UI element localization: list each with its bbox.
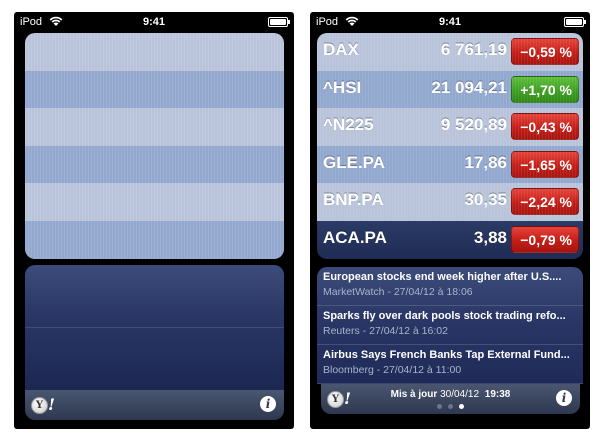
- battery-icon: [564, 17, 586, 27]
- stock-row-hsi[interactable]: ^HSI 21 094,21 +1,70 %: [317, 70, 583, 109]
- stock-symbol: ^N225: [323, 115, 374, 135]
- news-item[interactable]: Airbus Says French Banks Tap External Fu…: [317, 345, 583, 384]
- stock-row-dax[interactable]: DAX 6 761,19 −0,59 %: [317, 33, 583, 71]
- stock-row-n225[interactable]: ^N225 9 520,89 −0,43 %: [317, 108, 583, 146]
- info-icon[interactable]: i: [260, 396, 276, 412]
- news-date: 27/04/12 à 11:00: [383, 364, 462, 376]
- stock-row-aca-selected[interactable]: ACA.PA 3,88 −0,79 %: [317, 220, 583, 259]
- yahoo-logo[interactable]: Y !: [31, 395, 61, 415]
- news-date: 27/04/12 à 16:02: [369, 325, 448, 337]
- yahoo-logo-bang: !: [344, 389, 352, 408]
- stock-row-empty: [25, 33, 284, 71]
- yahoo-logo-circle: Y: [31, 397, 48, 414]
- page-indicator[interactable]: [321, 404, 580, 411]
- stock-price: 21 094,21: [431, 77, 507, 97]
- update-date: 30/04/12: [440, 389, 480, 400]
- update-time: 19:38: [484, 389, 511, 400]
- stock-symbol: GLE.PA: [323, 152, 386, 172]
- stock-change-button[interactable]: −1,65 %: [511, 150, 579, 178]
- news-list: European stocks end week higher after U.…: [317, 267, 583, 384]
- last-update: Mis à jour 30/04/12 19:38: [321, 389, 580, 400]
- news-headline: Airbus Says French Banks Tap External Fu…: [323, 349, 570, 361]
- yahoo-logo-letter: Y: [331, 394, 340, 405]
- news-meta: MarketWatch - 27/04/12 à 18:06: [323, 286, 473, 298]
- carrier-label: iPod: [20, 16, 43, 28]
- yahoo-logo[interactable]: Y !: [327, 389, 357, 409]
- stock-price: 3,88: [473, 227, 507, 247]
- news-headline: Sparks fly over dark pools stock trading…: [323, 310, 566, 322]
- stock-list: DAX 6 761,19 −0,59 % ^HSI 21 094,21 +1,7…: [317, 33, 583, 259]
- stock-price: 17,86: [464, 152, 507, 172]
- stock-symbol: BNP.PA: [323, 190, 384, 210]
- clock: 9:41: [438, 16, 462, 28]
- stock-row-bnp[interactable]: BNP.PA 30,35 −2,24 %: [317, 183, 583, 221]
- stock-row-gle[interactable]: GLE.PA 17,86 −1,65 %: [317, 145, 583, 184]
- status-bar: iPod 9:41: [310, 12, 590, 32]
- stock-symbol: DAX: [323, 40, 359, 59]
- news-meta: Bloomberg - 27/04/12 à 11:00: [323, 364, 462, 376]
- yahoo-logo-bang: !: [48, 395, 56, 414]
- stock-change-button[interactable]: +1,70 %: [511, 75, 579, 103]
- stock-row-empty: [25, 220, 284, 259]
- news-item[interactable]: Sparks fly over dark pools stock trading…: [317, 306, 583, 345]
- stock-row-empty: [25, 70, 284, 109]
- news-source: Reuters: [323, 325, 360, 337]
- news-source: MarketWatch: [323, 286, 385, 298]
- news-headline: European stocks end week higher after U.…: [323, 271, 562, 283]
- bottom-bar: Y ! i: [25, 390, 284, 420]
- battery-icon: [268, 17, 290, 27]
- phone-screen-left: iPod 9:41 Y ! i: [14, 12, 294, 429]
- clock: 9:41: [142, 16, 166, 28]
- page-dot: [448, 404, 453, 409]
- stock-symbol: ACA.PA: [323, 227, 387, 247]
- stock-price: 30,35: [464, 190, 507, 210]
- info-icon[interactable]: i: [556, 390, 572, 406]
- stock-price: 9 520,89: [440, 115, 507, 135]
- stock-change-button[interactable]: −2,24 %: [511, 188, 579, 216]
- yahoo-logo-circle: Y: [327, 391, 344, 408]
- stock-row-empty: [25, 145, 284, 184]
- yahoo-logo-letter: Y: [35, 400, 44, 411]
- wifi-icon: [49, 16, 63, 26]
- stock-price: 6 761,19: [440, 40, 507, 59]
- stock-row-empty: [25, 183, 284, 221]
- phone-screen-right: iPod 9:41 DAX 6 761,19 −0,59 % ^HSI 21 0…: [310, 12, 590, 429]
- carrier-label: iPod: [316, 16, 339, 28]
- stock-change-button[interactable]: −0,79 %: [511, 225, 579, 253]
- news-date: 27/04/12 à 18:06: [393, 286, 473, 298]
- stock-change-button[interactable]: −0,59 %: [511, 38, 579, 65]
- news-meta: Reuters - 27/04/12 à 16:02: [323, 325, 448, 337]
- stock-symbol: ^HSI: [323, 77, 362, 97]
- news-list-empty: [25, 265, 284, 390]
- news-source: Bloomberg: [323, 364, 374, 376]
- page-dot: [437, 404, 442, 409]
- page-dot-active: [459, 404, 464, 409]
- stock-row-empty: [25, 108, 284, 146]
- divider: [25, 327, 284, 328]
- news-item[interactable]: European stocks end week higher after U.…: [317, 267, 583, 306]
- stock-change-button[interactable]: −0,43 %: [511, 113, 579, 141]
- stock-list-empty: [25, 33, 284, 259]
- status-bar: iPod 9:41: [14, 12, 294, 32]
- bottom-bar: Y ! Mis à jour 30/04/12 19:38 i: [321, 384, 580, 414]
- update-label: Mis à jour: [390, 389, 438, 400]
- wifi-icon: [345, 16, 359, 26]
